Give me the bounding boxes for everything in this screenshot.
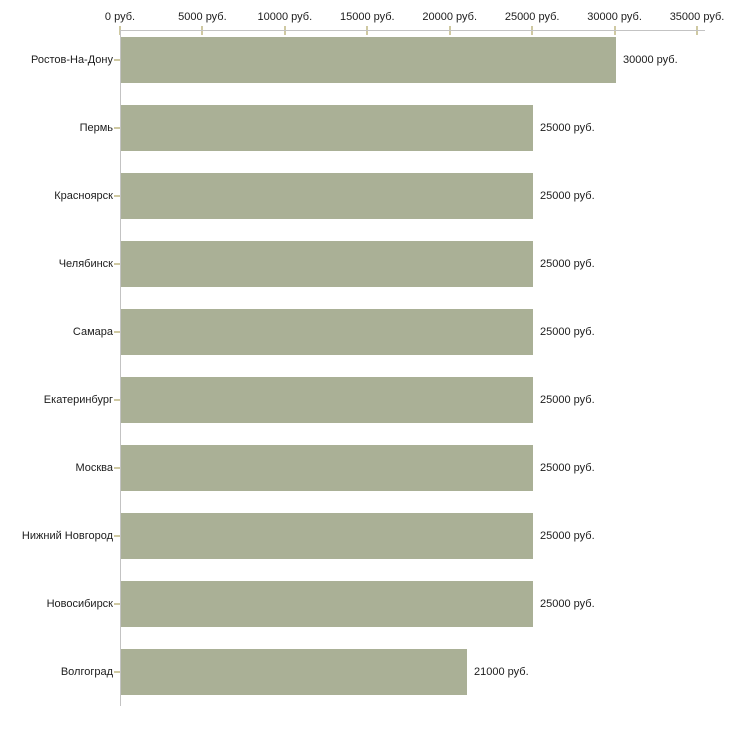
bar[interactable] — [121, 649, 467, 695]
bar[interactable] — [121, 105, 533, 151]
chart-row: Новосибирск 25000 руб. — [0, 570, 730, 638]
chart-row: Челябинск 25000 руб. — [0, 230, 730, 298]
category-label: Ростов-На-Дону — [30, 54, 113, 66]
chart-row: Ростов-На-Дону 30000 руб. — [0, 26, 730, 94]
y-axis-tick-mark — [114, 467, 120, 469]
value-label: 25000 руб. — [540, 530, 595, 542]
x-axis-line — [120, 30, 705, 31]
chart-row: Самара 25000 руб. — [0, 298, 730, 366]
y-axis-tick-mark — [114, 59, 120, 61]
y-axis-tick-mark — [114, 671, 120, 673]
value-label: 25000 руб. — [540, 258, 595, 270]
x-axis-tick-label: 15000 руб. — [339, 11, 395, 23]
value-label: 25000 руб. — [540, 122, 595, 134]
chart-row: Волгоград 21000 руб. — [0, 638, 730, 706]
category-label: Нижний Новгород — [21, 530, 113, 542]
y-axis-tick-mark — [114, 331, 120, 333]
x-axis-tick-label: 5000 руб. — [178, 11, 227, 23]
category-label: Самара — [72, 326, 113, 338]
plot-area: Ростов-На-Дону 30000 руб. Пермь 25000 руб. К… — [0, 26, 730, 706]
category-label: Красноярск — [54, 190, 113, 202]
category-label: Волгоград — [60, 666, 113, 678]
chart-row: Нижний Новгород 25000 руб. — [0, 502, 730, 570]
category-label: Челябинск — [58, 258, 113, 270]
category-label: Новосибирск — [46, 598, 113, 610]
bar[interactable] — [121, 173, 533, 219]
category-label: Пермь — [79, 122, 113, 134]
bar[interactable] — [121, 377, 533, 423]
y-axis-tick-mark — [114, 263, 120, 265]
y-axis-tick-mark — [114, 535, 120, 537]
y-axis-line — [120, 30, 121, 706]
chart-row: Екатеринбург 25000 руб. — [0, 366, 730, 434]
x-axis-tick-label: 30000 руб. — [587, 11, 642, 23]
category-label: Москва — [75, 462, 113, 474]
x-axis-tick-label: 25000 руб. — [504, 11, 560, 23]
bar[interactable] — [121, 513, 533, 559]
chart-row: Красноярск 25000 руб. — [0, 162, 730, 230]
category-label: Екатеринбург — [43, 394, 113, 406]
bar[interactable] — [121, 445, 533, 491]
value-label: 25000 руб. — [540, 326, 595, 338]
bar[interactable] — [121, 37, 616, 83]
value-label: 25000 руб. — [540, 394, 595, 406]
value-label: 30000 руб. — [623, 54, 678, 66]
x-axis-tick-label: 0 руб. — [104, 11, 136, 23]
x-axis-tick-label: 20000 руб. — [422, 11, 478, 23]
bar[interactable] — [121, 241, 533, 287]
value-label: 25000 руб. — [540, 598, 595, 610]
chart-row: Пермь 25000 руб. — [0, 94, 730, 162]
y-axis-tick-mark — [114, 127, 120, 129]
value-label: 25000 руб. — [540, 190, 595, 202]
bar[interactable] — [121, 309, 533, 355]
chart-row: Москва 25000 руб. — [0, 434, 730, 502]
x-axis-tick-label: 10000 руб. — [257, 11, 313, 23]
x-axis-tick-label: 35000 руб. — [669, 11, 725, 23]
value-label: 21000 руб. — [474, 666, 529, 678]
y-axis-tick-mark — [114, 603, 120, 605]
value-label: 25000 руб. — [540, 462, 595, 474]
y-axis-tick-mark — [114, 195, 120, 197]
bar[interactable] — [121, 581, 533, 627]
y-axis-tick-mark — [114, 399, 120, 401]
